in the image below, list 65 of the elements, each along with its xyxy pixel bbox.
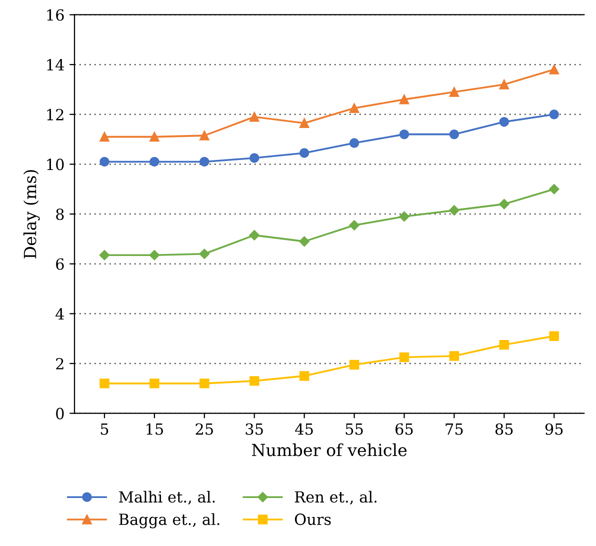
point bbox=[149, 250, 160, 260]
y-tick-label: 8 bbox=[56, 208, 64, 220]
point bbox=[249, 112, 260, 122]
point bbox=[200, 130, 210, 140]
point bbox=[549, 64, 559, 74]
point bbox=[299, 148, 310, 158]
point bbox=[399, 352, 410, 362]
point bbox=[449, 87, 460, 97]
point bbox=[100, 378, 110, 388]
point bbox=[249, 230, 260, 240]
point bbox=[549, 331, 559, 341]
x-tick-label: 75 bbox=[446, 424, 463, 435]
x-tick-label: 95 bbox=[545, 423, 563, 435]
x-tick-label: 5 bbox=[100, 424, 108, 435]
y-tick-label: 12 bbox=[47, 108, 64, 120]
y-tick-label: 2 bbox=[56, 358, 64, 370]
point bbox=[499, 340, 510, 350]
y-axis-title: Delay (ms) bbox=[23, 170, 40, 258]
point bbox=[249, 376, 260, 386]
point bbox=[548, 184, 560, 194]
point bbox=[100, 132, 110, 142]
point bbox=[499, 80, 510, 90]
point bbox=[549, 110, 559, 120]
point bbox=[349, 138, 360, 148]
x-tick-label: 65 bbox=[396, 423, 413, 435]
legend-label: Bagga et., al. bbox=[119, 513, 220, 528]
y-tick-label: 10 bbox=[47, 158, 64, 170]
point bbox=[449, 129, 460, 140]
x-tick-label: 45 bbox=[295, 423, 313, 435]
x-tick-label: 55 bbox=[346, 424, 363, 435]
y-tick-label: 4 bbox=[56, 308, 64, 320]
legend-label: Ren et., al. bbox=[294, 490, 376, 505]
point bbox=[100, 156, 110, 167]
point bbox=[449, 351, 460, 361]
point bbox=[499, 117, 510, 127]
point bbox=[199, 248, 210, 260]
point bbox=[99, 250, 110, 260]
point bbox=[449, 205, 460, 216]
x-tick-label: 35 bbox=[246, 423, 263, 435]
point bbox=[150, 132, 160, 142]
legend-label: Ours bbox=[294, 514, 331, 526]
x-tick-label: 15 bbox=[146, 423, 163, 435]
x-tick-label: 85 bbox=[495, 423, 513, 435]
point bbox=[150, 378, 160, 388]
point bbox=[399, 94, 410, 104]
y-tick-label: 6 bbox=[56, 258, 64, 270]
y-tick-label: 14 bbox=[47, 59, 64, 70]
x-axis-title: Number of vehicle bbox=[252, 443, 407, 456]
point bbox=[150, 156, 160, 167]
legend-label: Malhi et., al. bbox=[119, 490, 215, 505]
point bbox=[249, 153, 260, 163]
point bbox=[349, 103, 360, 114]
point bbox=[200, 378, 210, 388]
point bbox=[299, 236, 310, 247]
point bbox=[399, 129, 410, 140]
point bbox=[349, 360, 360, 370]
point bbox=[200, 156, 210, 167]
y-tick-label: 0 bbox=[56, 408, 64, 420]
x-tick-label: 25 bbox=[196, 423, 213, 435]
point bbox=[499, 198, 510, 210]
point bbox=[349, 220, 360, 230]
point bbox=[399, 211, 410, 222]
point bbox=[299, 118, 310, 128]
y-tick-label: 16 bbox=[47, 9, 64, 21]
point bbox=[299, 371, 310, 381]
